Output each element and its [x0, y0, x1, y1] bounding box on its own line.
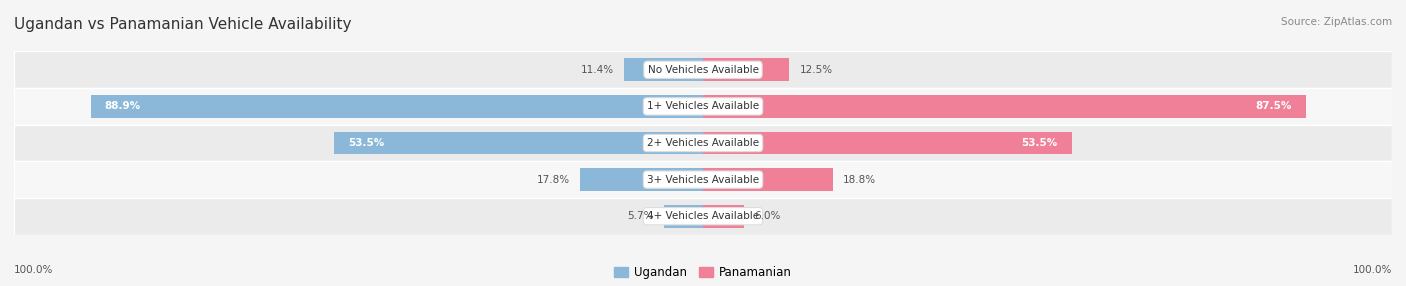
Text: 53.5%: 53.5%	[1022, 138, 1057, 148]
Text: 88.9%: 88.9%	[104, 102, 141, 111]
Bar	[14, 125, 1392, 161]
Bar	[14, 161, 1392, 198]
Bar	[335, 132, 703, 154]
Bar	[14, 198, 1392, 235]
Text: 2+ Vehicles Available: 2+ Vehicles Available	[647, 138, 759, 148]
Text: Source: ZipAtlas.com: Source: ZipAtlas.com	[1281, 17, 1392, 27]
Text: 100.0%: 100.0%	[14, 265, 53, 275]
Bar	[664, 205, 703, 228]
Text: No Vehicles Available: No Vehicles Available	[648, 65, 758, 75]
Text: 18.8%: 18.8%	[842, 175, 876, 184]
Text: 53.5%: 53.5%	[349, 138, 384, 148]
Bar	[703, 168, 832, 191]
Bar	[581, 168, 703, 191]
Text: 11.4%: 11.4%	[581, 65, 614, 75]
Text: 17.8%: 17.8%	[537, 175, 569, 184]
Text: 3+ Vehicles Available: 3+ Vehicles Available	[647, 175, 759, 184]
Bar	[703, 95, 1306, 118]
Legend: Ugandan, Panamanian: Ugandan, Panamanian	[609, 261, 797, 283]
Bar	[14, 88, 1392, 125]
Text: 12.5%: 12.5%	[800, 65, 832, 75]
Text: 6.0%: 6.0%	[755, 211, 782, 221]
Text: Ugandan vs Panamanian Vehicle Availability: Ugandan vs Panamanian Vehicle Availabili…	[14, 17, 352, 32]
Bar	[703, 132, 1071, 154]
Bar	[624, 58, 703, 81]
Text: 5.7%: 5.7%	[627, 211, 654, 221]
Bar	[703, 205, 744, 228]
Text: 1+ Vehicles Available: 1+ Vehicles Available	[647, 102, 759, 111]
Bar	[90, 95, 703, 118]
Bar	[14, 51, 1392, 88]
Text: 4+ Vehicles Available: 4+ Vehicles Available	[647, 211, 759, 221]
Text: 87.5%: 87.5%	[1256, 102, 1292, 111]
Bar	[703, 58, 789, 81]
Text: 100.0%: 100.0%	[1353, 265, 1392, 275]
